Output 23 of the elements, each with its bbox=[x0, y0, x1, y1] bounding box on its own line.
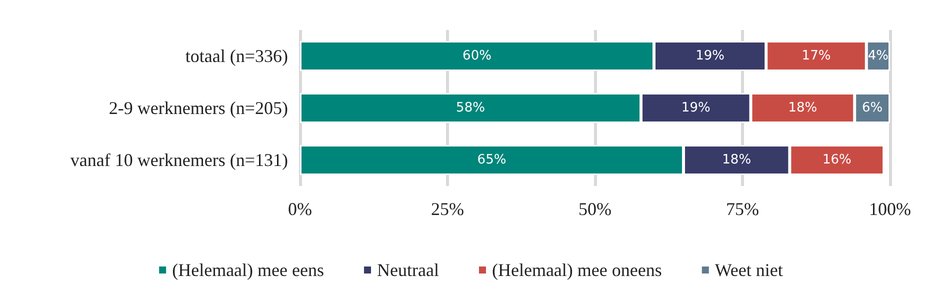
data-label: 18% bbox=[722, 152, 752, 168]
legend-label: (Helemaal) mee oneens bbox=[492, 260, 662, 280]
x-tick-label: 50% bbox=[578, 199, 612, 219]
x-tick-label: 0% bbox=[288, 199, 312, 219]
data-label: 17% bbox=[802, 48, 831, 64]
data-label: 6% bbox=[862, 100, 883, 116]
legend-label: Neutraal bbox=[377, 260, 439, 280]
data-label: 18% bbox=[788, 100, 818, 116]
y-tick-label: vanaf 10 werknemers (n=131) bbox=[70, 150, 288, 170]
x-tick-label: 75% bbox=[726, 199, 759, 219]
legend-label: Weet niet bbox=[714, 260, 783, 280]
data-label: 19% bbox=[696, 48, 725, 64]
data-label: 60% bbox=[462, 48, 492, 64]
y-tick-label: 2-9 werknemers (n=205) bbox=[108, 98, 288, 118]
y-tick-label: totaal (n=336) bbox=[185, 46, 288, 66]
data-label: 4% bbox=[868, 48, 889, 64]
data-label: 19% bbox=[681, 100, 710, 116]
data-label: 16% bbox=[822, 152, 852, 168]
x-tick-label: 100% bbox=[869, 199, 911, 219]
legend-label: (Helemaal) mee eens bbox=[172, 260, 324, 280]
data-label: 65% bbox=[477, 152, 506, 168]
x-tick-label: 25% bbox=[431, 199, 464, 219]
data-label: 58% bbox=[456, 100, 485, 116]
